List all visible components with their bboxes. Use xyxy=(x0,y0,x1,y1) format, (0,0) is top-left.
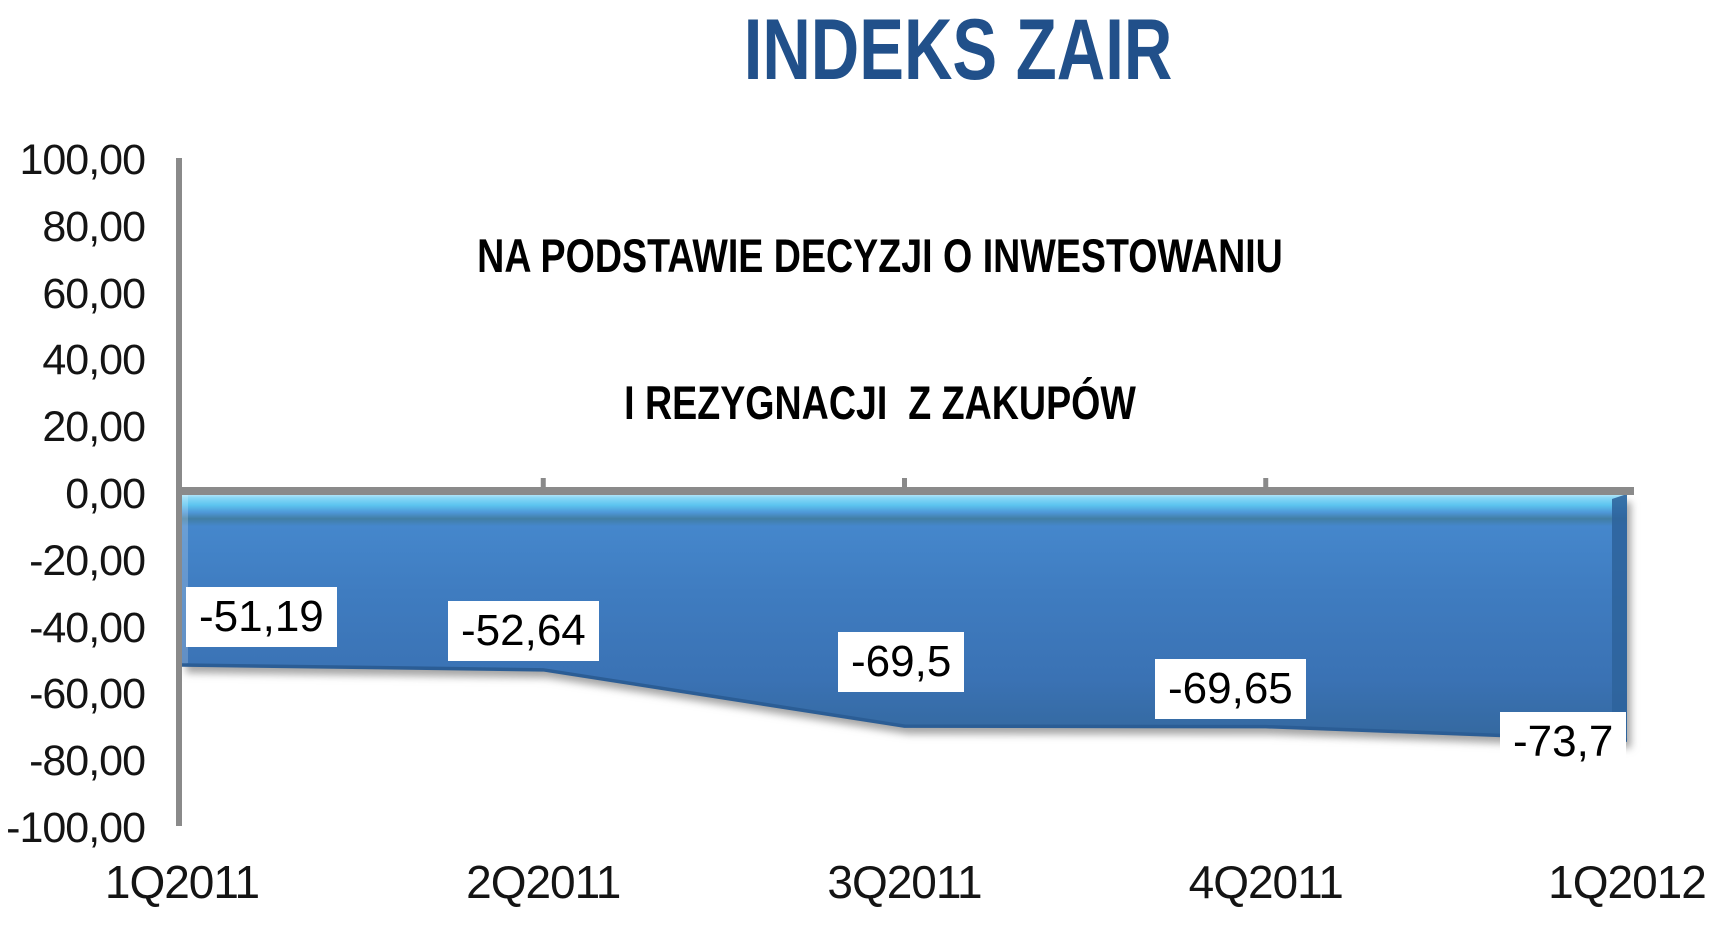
tick-mark xyxy=(540,478,546,494)
y-axis-label: 80,00 xyxy=(42,203,146,251)
y-axis-label: -60,00 xyxy=(29,670,146,718)
x-axis-label: 2Q2011 xyxy=(466,856,621,908)
x-axis-label: 1Q2011 xyxy=(104,856,260,908)
y-axis-label: -80,00 xyxy=(29,737,146,785)
data-label: -51,19 xyxy=(186,587,337,647)
y-axis-label: 40,00 xyxy=(42,336,146,384)
chart-title: INDEKS ZAIR xyxy=(743,2,1173,98)
area-series xyxy=(182,494,1627,741)
y-axis-label: 100,00 xyxy=(19,136,146,184)
y-axis-label: 60,00 xyxy=(42,270,146,318)
chart-subtitle: NA PODSTAWIE DECYZJI O INWESTOWANIU I RE… xyxy=(400,133,1360,525)
x-axis-label: 3Q2011 xyxy=(827,856,982,908)
tick-mark xyxy=(1263,478,1269,494)
y-axis-label: -100,00 xyxy=(6,804,146,852)
x-axis-label: 4Q2011 xyxy=(1188,856,1344,908)
data-label: -69,65 xyxy=(1155,659,1306,719)
category-axis-tick-marks xyxy=(540,478,1269,494)
data-label: -52,64 xyxy=(448,601,599,661)
area-bottom-edge-line xyxy=(181,663,1628,742)
y-axis-label: -40,00 xyxy=(29,604,146,652)
data-label: -73,7 xyxy=(1500,712,1627,772)
chart-subtitle-line1: NA PODSTAWIE DECYZJI O INWESTOWANIU xyxy=(477,229,1283,282)
tick-mark xyxy=(902,478,907,494)
x-axis-label: 1Q2012 xyxy=(1548,856,1707,908)
data-label: -69,5 xyxy=(838,632,965,692)
y-axis-label: 20,00 xyxy=(42,403,146,451)
y-axis-label: -20,00 xyxy=(29,537,146,585)
area-series-fill xyxy=(182,494,1627,741)
y-axis-label: 0,00 xyxy=(65,470,146,518)
chart-subtitle-line2: I REZYGNACJI Z ZAKUPÓW xyxy=(624,376,1136,429)
area-right-bevel xyxy=(1612,494,1627,741)
